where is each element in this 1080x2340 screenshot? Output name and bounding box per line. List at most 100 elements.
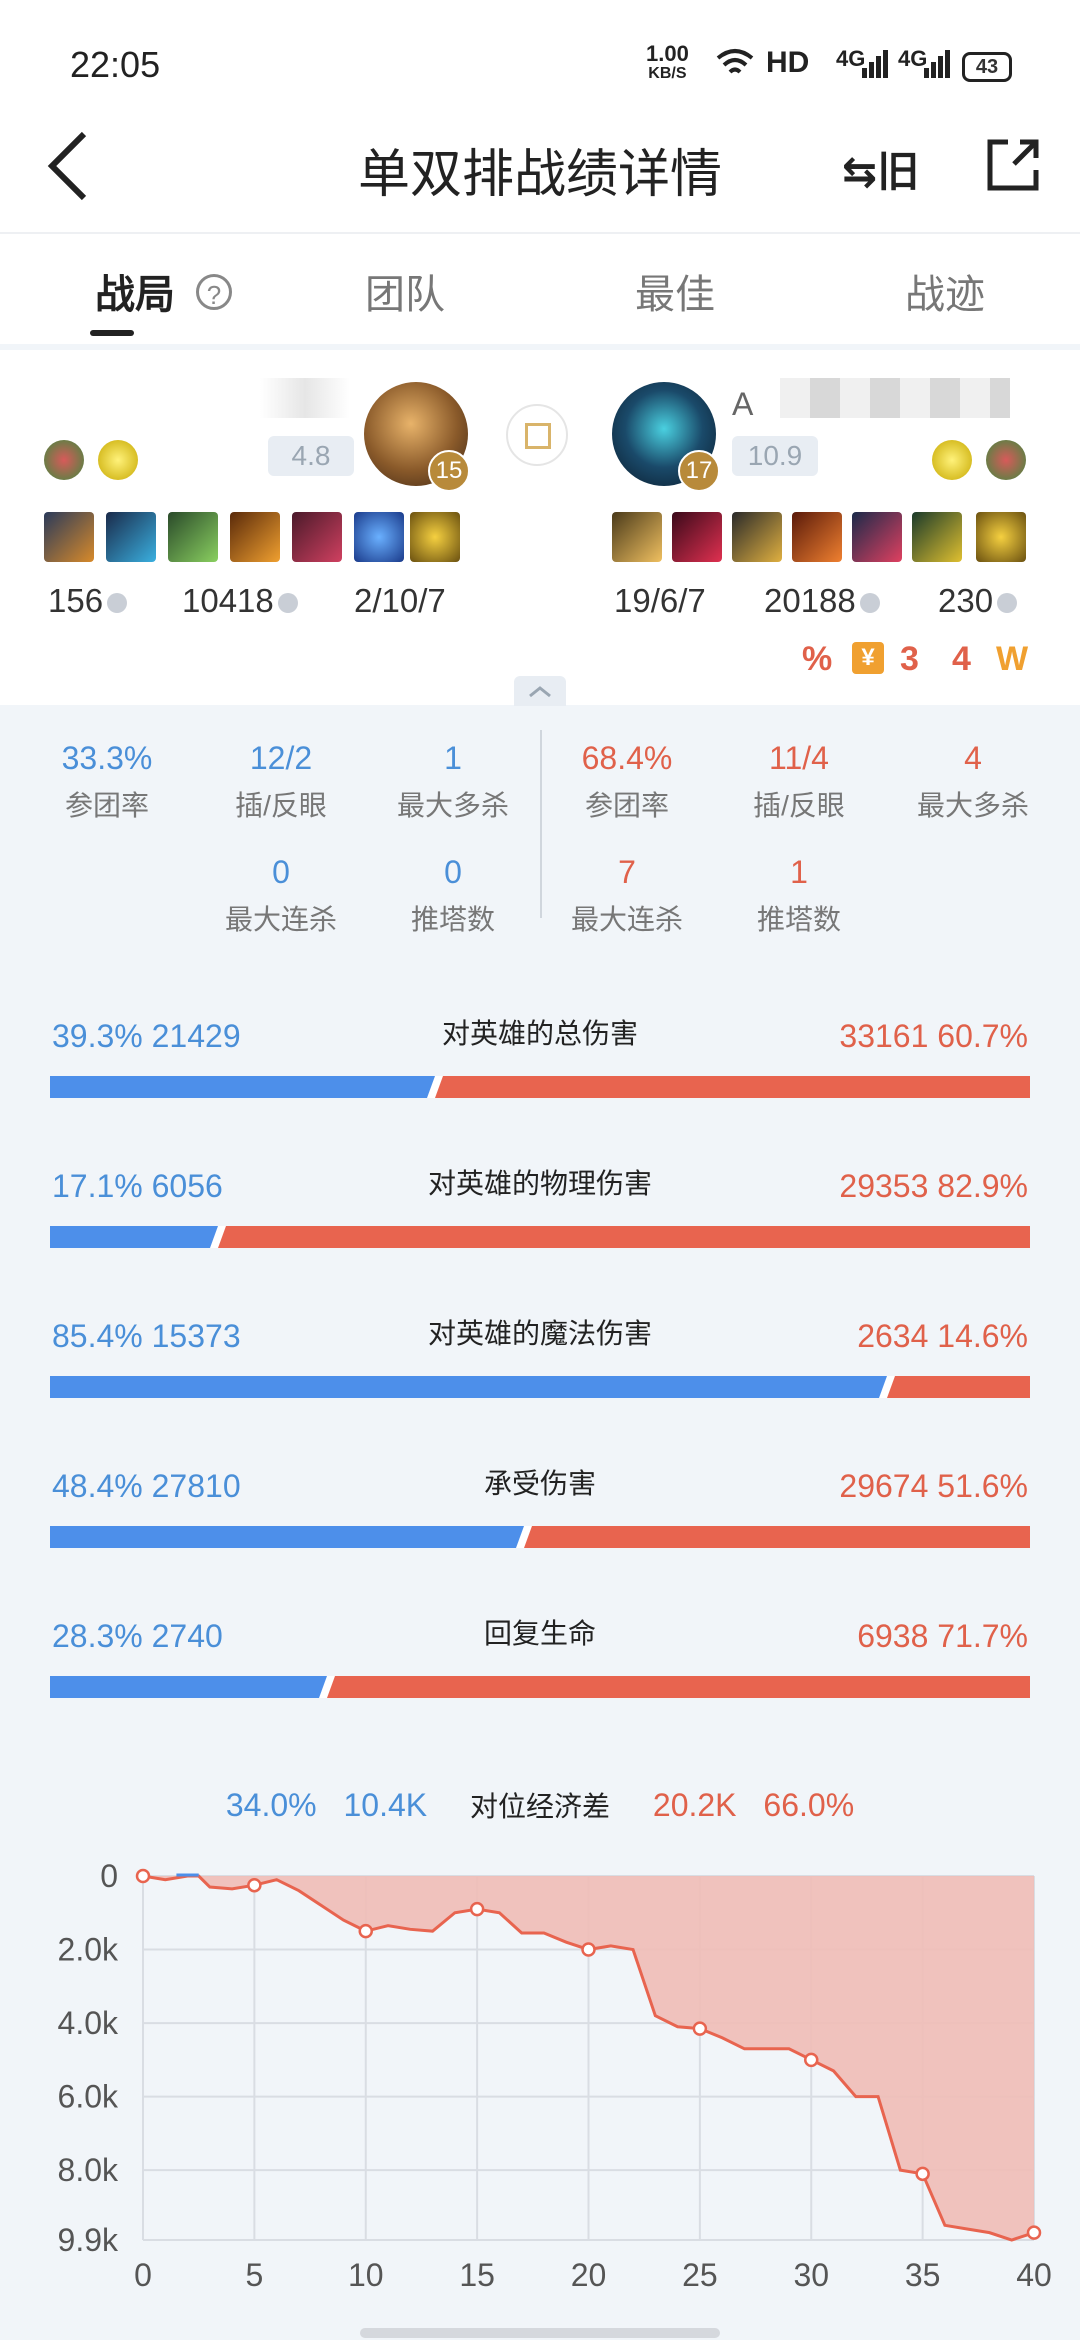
right-item-2-icon bbox=[672, 512, 722, 562]
left-multikill-value: 1 bbox=[444, 740, 462, 776]
left-player-name-blurred bbox=[260, 378, 350, 418]
left-item-5-icon bbox=[292, 512, 342, 562]
cs-icon bbox=[997, 593, 1018, 614]
header: 单双排战绩详情 ⇆旧 bbox=[0, 100, 1080, 232]
damage-bar-fill bbox=[50, 1676, 328, 1698]
right-streak-label: 最大连杀 bbox=[570, 904, 683, 935]
tab-bar: 战局 ? 团队 最佳 战迹 bbox=[0, 232, 1080, 344]
gold-right-value: 20.2K bbox=[652, 1787, 737, 1823]
chart-point bbox=[469, 1901, 485, 1917]
back-icon[interactable] bbox=[44, 128, 94, 204]
badge-percent: % bbox=[802, 640, 833, 678]
help-icon[interactable]: ? bbox=[196, 274, 232, 310]
collapse-button[interactable] bbox=[514, 676, 566, 706]
right-player-name-blurred bbox=[780, 378, 1010, 418]
x-tick-label: 40 bbox=[1016, 2257, 1052, 2293]
damage-left-value: 85.4% 15373 bbox=[52, 1318, 241, 1354]
left-item-4-icon bbox=[230, 512, 280, 562]
left-towers-label: 推塔数 bbox=[410, 904, 495, 935]
left-wards-label: 插/反眼 bbox=[235, 790, 327, 821]
left-item-1-icon bbox=[44, 512, 94, 562]
chart-point bbox=[915, 2166, 930, 2182]
right-wards-value: 11/4 bbox=[769, 740, 829, 776]
right-item-3-icon bbox=[732, 512, 782, 562]
x-tick-label: 5 bbox=[245, 2257, 263, 2293]
left-spell-1-icon bbox=[44, 440, 84, 480]
right-cs: 230 bbox=[938, 582, 1018, 620]
damage-left-value: 39.3% 21429 bbox=[52, 1018, 241, 1054]
right-wards-label: 插/反眼 bbox=[753, 790, 845, 821]
left-kp-value: 33.3% bbox=[61, 740, 153, 776]
damage-title: 回复生命 bbox=[483, 1618, 596, 1649]
damage-left-value: 17.1% 6056 bbox=[52, 1168, 223, 1204]
y-tick-label: 2.0k bbox=[58, 1932, 119, 1968]
damage-right-value: 29674 51.6% bbox=[839, 1468, 1028, 1504]
right-item-1-icon bbox=[612, 512, 662, 562]
damage-bar-fill bbox=[50, 1076, 436, 1098]
y-tick-label: 6.0k bbox=[58, 2079, 119, 2115]
net-speed: 1.00 KB/S bbox=[646, 41, 689, 83]
signal-2-label: 4G bbox=[898, 46, 928, 71]
right-item-5-icon bbox=[852, 512, 902, 562]
right-item-4-icon bbox=[792, 512, 842, 562]
damage-title: 对英雄的魔法伤害 bbox=[427, 1318, 652, 1349]
gold-diff-title: 对位经济差 bbox=[469, 1791, 610, 1822]
gold-icon bbox=[859, 593, 880, 614]
left-player-level: 15 bbox=[428, 450, 470, 492]
left-wards-value: 12/2 bbox=[249, 740, 313, 776]
battery-icon: 43 bbox=[962, 52, 1012, 82]
damage-right-value: 29353 82.9% bbox=[839, 1168, 1028, 1204]
damage-right-value: 33161 60.7% bbox=[839, 1018, 1028, 1054]
left-streak-label: 最大连杀 bbox=[224, 904, 337, 935]
page-title: 单双排战绩详情 bbox=[357, 146, 722, 204]
right-trinket-icon bbox=[976, 512, 1026, 562]
tab-match[interactable]: 战局 bbox=[95, 273, 175, 317]
y-tick-label: 4.0k bbox=[58, 2005, 119, 2041]
chart-point bbox=[135, 1868, 151, 1884]
stats-divider bbox=[540, 730, 542, 918]
home-indicator[interactable] bbox=[360, 2328, 720, 2338]
tab-underline bbox=[90, 330, 134, 336]
damage-bar bbox=[50, 1076, 1030, 1098]
gold-right-pct: 66.0% bbox=[763, 1787, 855, 1823]
chart-point bbox=[247, 1877, 262, 1893]
left-streak-value: 0 bbox=[272, 854, 290, 890]
damage-title: 对英雄的总伤害 bbox=[441, 1018, 638, 1049]
damage-bar-fill bbox=[50, 1376, 887, 1398]
left-kda: 2/10/7 bbox=[354, 582, 446, 619]
x-tick-label: 10 bbox=[348, 2257, 384, 2293]
damage-title: 承受伤害 bbox=[483, 1468, 596, 1499]
switch-old-button[interactable]: ⇆旧 bbox=[842, 148, 920, 195]
signal-1-label: 4G bbox=[836, 46, 866, 71]
left-item-6-icon bbox=[354, 512, 404, 562]
signal-2-icon bbox=[924, 50, 950, 78]
left-kp-label: 参团率 bbox=[64, 790, 149, 821]
wifi-icon bbox=[716, 49, 754, 74]
x-tick-label: 20 bbox=[571, 2257, 607, 2293]
player-comparison: 4.8 15 156 10418 2/10/7 17 A 10.9 19/6/7… bbox=[0, 350, 1080, 705]
damage-bar bbox=[50, 1376, 1030, 1398]
damage-bar-fill bbox=[50, 1226, 218, 1248]
left-towers-value: 0 bbox=[444, 854, 462, 890]
y-tick-label: 0 bbox=[100, 1858, 118, 1894]
damage-right-value: 6938 71.7% bbox=[857, 1618, 1028, 1654]
right-item-6-icon bbox=[912, 512, 962, 562]
damage-bar bbox=[50, 1526, 1030, 1548]
share-icon[interactable] bbox=[984, 136, 1042, 194]
x-tick-label: 15 bbox=[459, 2257, 495, 2293]
chart-line bbox=[142, 1874, 1035, 2242]
tab-history[interactable]: 战迹 bbox=[905, 273, 985, 317]
left-trinket-icon bbox=[410, 512, 460, 562]
tab-team[interactable]: 团队 bbox=[365, 273, 445, 317]
left-spell-2-icon bbox=[98, 440, 138, 480]
right-gold: 20188 bbox=[764, 582, 880, 620]
gold-diff-header: 34.0% 10.4K 对位经济差 20.2K 66.0% bbox=[0, 1785, 1080, 1835]
gold-left-value: 10.4K bbox=[343, 1787, 428, 1823]
x-tick-label: 30 bbox=[793, 2257, 829, 2293]
chart-point bbox=[581, 1942, 596, 1957]
chart-point bbox=[358, 1923, 373, 1939]
right-kda: 19/6/7 bbox=[614, 582, 706, 619]
left-player-score: 4.8 bbox=[268, 436, 354, 476]
tab-best[interactable]: 最佳 bbox=[635, 273, 715, 317]
left-gold: 10418 bbox=[182, 582, 298, 620]
